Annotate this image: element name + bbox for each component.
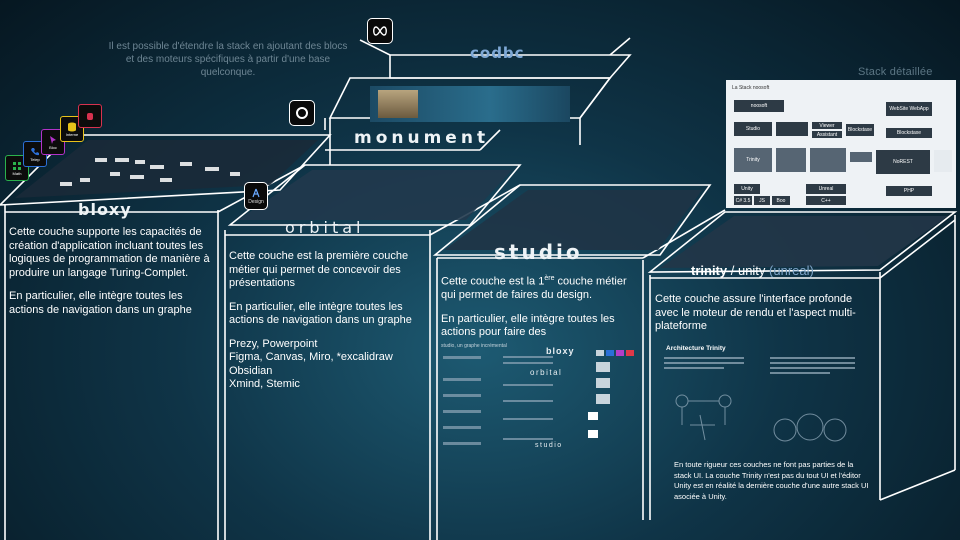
design-icon-label: Design (248, 198, 264, 205)
stack-block: noosoft (734, 100, 784, 112)
stack-block: Unreal (806, 184, 846, 194)
math-icon-label: Math (12, 170, 22, 176)
trinity-image-caption: Architecture Trinity (666, 345, 726, 352)
database-icon-label: Interne (65, 131, 79, 137)
studio-description: Cette couche est la 1ère couche métier q… (441, 272, 641, 350)
ring-icon[interactable] (289, 100, 315, 126)
stack-block: Unity (734, 184, 760, 194)
orbital-tool: Xmind, Stemic (229, 378, 300, 390)
orbital-tool: Obsidian (229, 364, 273, 377)
studio-image-label: orbital (530, 368, 563, 377)
studio-image-label: bloxy (546, 346, 575, 356)
studio-image-caption: studio, un graphe incrémental (441, 343, 507, 349)
studio-top-face (432, 184, 712, 256)
bloxy-screen (15, 140, 318, 198)
stack-block: WebSite WebApp (886, 102, 932, 116)
bloxy-text-2: En particulier, elle intègre toutes les … (9, 290, 192, 316)
stack-block: Viewer (812, 122, 842, 129)
studio-text-1: Cette couche est la 1ère couche métier q… (441, 275, 627, 302)
stack-block: JS (754, 196, 770, 205)
stack-detail-card[interactable]: La Stack noosoft noosoft Studio Viewer A… (726, 80, 956, 208)
trinity-top-face (647, 211, 958, 273)
infinity-icon[interactable] (367, 18, 393, 44)
orbital-tools-list: Prezy, Powerpoint Figma, Canvas, Miro, *… (229, 338, 424, 392)
orbital-screen (238, 170, 512, 220)
hand-icon[interactable] (78, 104, 102, 128)
trinity-text-1: Cette couche assure l'interface profonde… (655, 293, 856, 332)
trinity-screen (660, 216, 948, 268)
stack-block: Assistant (812, 131, 842, 138)
studio-layer-name: studio (494, 240, 583, 264)
bloxy-top-face (0, 134, 332, 206)
orbital-layer-name: orbital (285, 218, 365, 237)
stack-block (810, 148, 846, 172)
stack-block: Studio (734, 122, 772, 136)
stack-block: PHP (886, 186, 932, 196)
studio-image-label: studio (535, 442, 563, 449)
orbital-text-1: Cette couche est la première couche méti… (229, 250, 409, 289)
trinity-description: Cette couche assure l'interface profonde… (655, 293, 875, 344)
stack-block: NoREST (876, 150, 930, 174)
bloxy-layer-name: bloxy (78, 200, 132, 219)
stack-detail-title: Stack détaillée (858, 66, 933, 78)
bloxy-description: Cette couche supporte les capacités de c… (9, 226, 214, 327)
stack-block: Boo (772, 196, 790, 205)
bloxy-screen-nodes (60, 158, 240, 186)
footnote: En toute rigueur ces couches ne font pas… (674, 460, 869, 501)
stack-card-caption: La Stack noosoft (732, 85, 770, 91)
stack-block: Blockstaxe (886, 128, 932, 138)
stack-block (850, 152, 872, 162)
studio-text-2: En particulier, elle intègre toutes les … (441, 312, 615, 339)
phone-icon-label: Telep (30, 156, 40, 162)
studio-screen (444, 190, 702, 250)
orbital-tool: Prezy, Powerpoint (229, 337, 318, 350)
cursor-icon-label: Bloc (49, 144, 57, 150)
orbital-text-2: En particulier, elle intègre toutes les … (229, 300, 412, 327)
trinity-layer-name: trinity / unity (unreal) (691, 263, 814, 278)
bloxy-text-1: Cette couche supporte les capacités de c… (9, 226, 210, 279)
stack-block: Blockstaxe (846, 124, 874, 136)
codbc-layer-name: codbc (470, 44, 525, 62)
trinity-architecture-image: Architecture Trinity (660, 345, 860, 455)
stack-block: C++ (806, 196, 846, 205)
stack-block (776, 122, 808, 136)
monument-slide-preview (370, 86, 570, 122)
stack-block: Trinity (734, 148, 772, 172)
stack-block (776, 148, 806, 172)
stack-block: C# 3.5 (734, 196, 752, 205)
orbital-description: Cette couche est la première couche méti… (229, 250, 424, 392)
design-icon[interactable]: Design (244, 182, 268, 210)
orbital-tool: Figma, Canvas, Miro, *excalidraw (229, 351, 393, 363)
monument-layer-name: monument (354, 128, 490, 148)
studio-reference-image: studio, un graphe incrémental bloxy orbi… (438, 338, 638, 458)
stack-block (934, 150, 952, 172)
intro-text: Il est possible d'étendre la stack en aj… (108, 41, 348, 78)
